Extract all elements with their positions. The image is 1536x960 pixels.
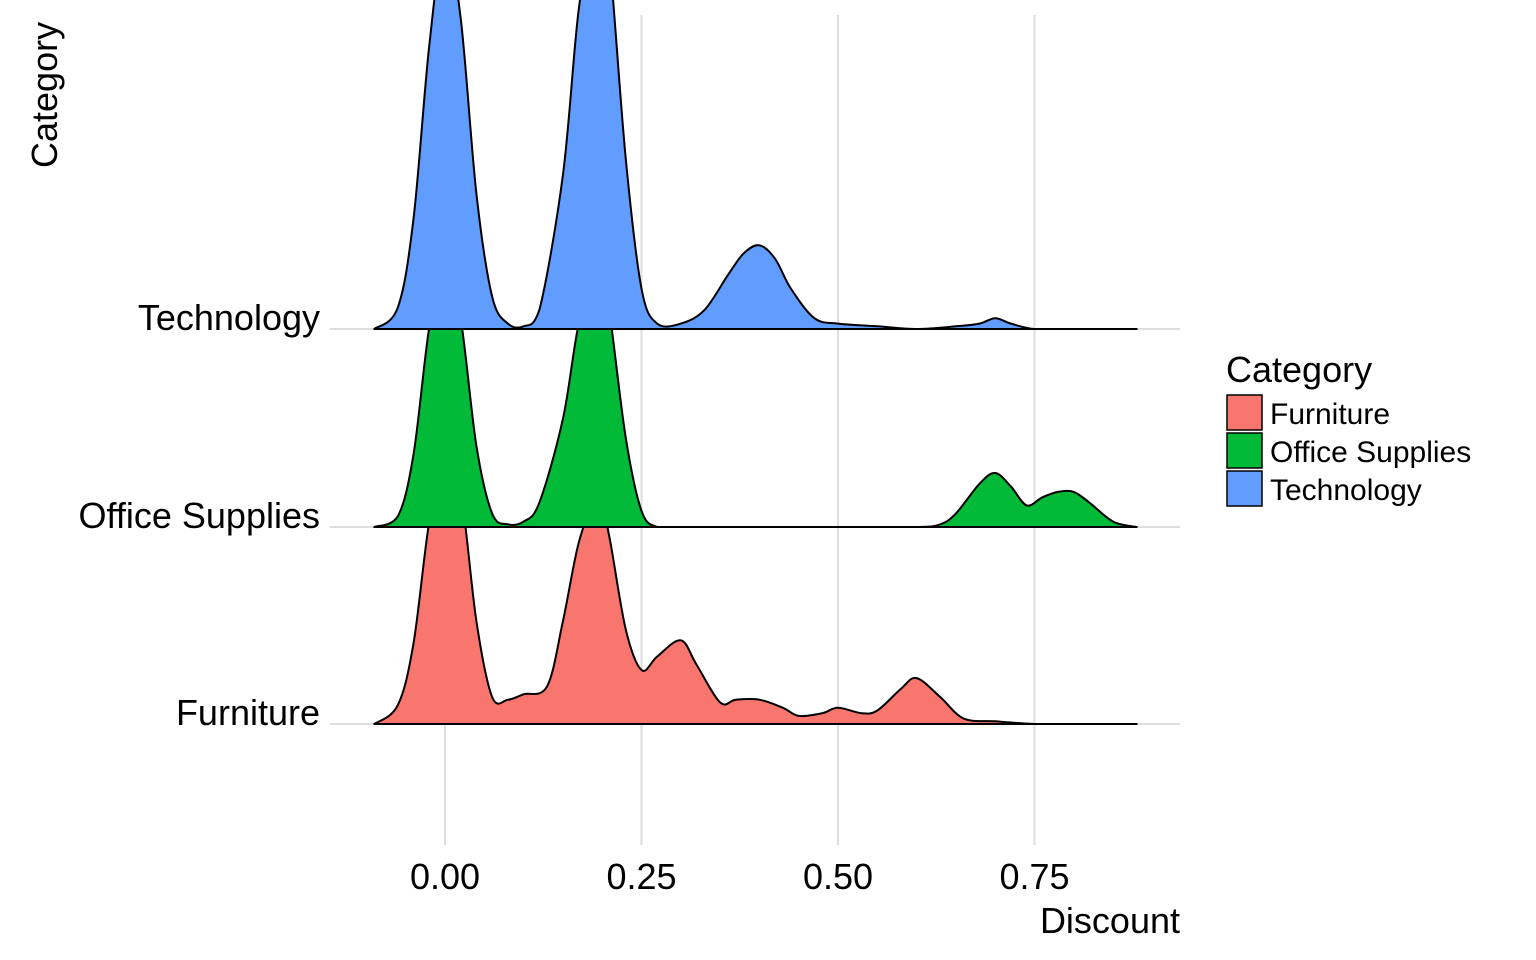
legend: Category Furniture Office Supplies Technol…	[1226, 349, 1471, 507]
x-axis-title: Discount	[1040, 900, 1180, 941]
legend-label: Technology	[1270, 474, 1422, 507]
legend-label: Furniture	[1270, 398, 1390, 431]
x-tick-label: 0.25	[606, 856, 676, 897]
legend-swatch	[1226, 432, 1263, 469]
ridge-furniture	[373, 452, 1138, 725]
y-axis-title: Category	[24, 22, 65, 168]
x-tick-label: 0.75	[999, 856, 1069, 897]
x-tick-label: 0.50	[803, 856, 873, 897]
ridge-office-supplies	[373, 255, 1138, 528]
x-tick-labels: 0.00 0.25 0.50 0.75	[410, 856, 1070, 897]
category-label: Office Supplies	[79, 495, 320, 536]
legend-title: Category	[1226, 349, 1372, 390]
category-labels: Furniture Office Supplies Technology	[79, 297, 320, 733]
category-label: Technology	[138, 297, 320, 338]
legend-items: Furniture Office Supplies Technology	[1226, 394, 1471, 507]
x-tick-label: 0.00	[410, 856, 480, 897]
legend-label: Office Supplies	[1270, 436, 1471, 469]
ridge-technology	[373, 0, 1138, 330]
legend-swatch	[1226, 394, 1263, 431]
ridge-layer	[373, 0, 1138, 725]
legend-swatch	[1226, 470, 1263, 507]
category-label: Furniture	[176, 692, 320, 733]
